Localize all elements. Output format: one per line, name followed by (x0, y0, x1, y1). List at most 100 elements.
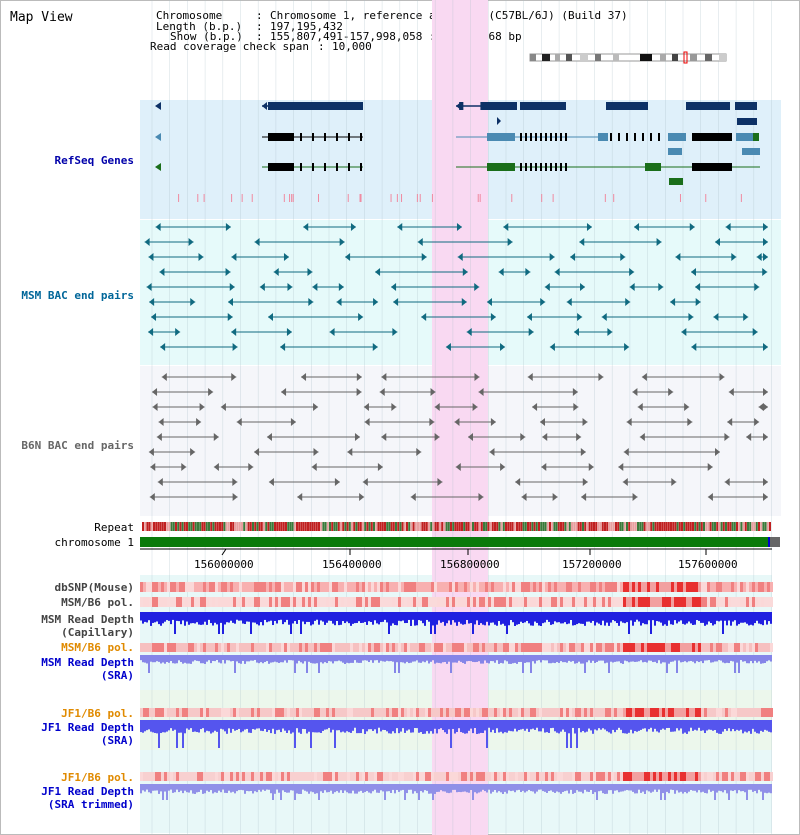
repeat-mark (562, 522, 565, 531)
jf1-pol2-heat (191, 772, 194, 781)
jf1-pol-heat (293, 708, 296, 717)
track-label-dbsnp[interactable]: dbSNP(Mouse) (54, 581, 134, 594)
msm-depth-cap-bar (196, 612, 198, 623)
msm-depth-cap-bar (356, 612, 358, 623)
dbsnp-heat (758, 582, 761, 592)
jf1-trim-bar (276, 784, 278, 790)
dbsnp-heat (563, 582, 566, 592)
jf1-pol2-heat (755, 772, 758, 781)
repeat-mark (456, 522, 459, 531)
jf1-trim-bar (390, 784, 392, 793)
gene-row2-exon (268, 133, 294, 141)
jf1-trim-bar (482, 784, 484, 790)
repeat-mark (406, 522, 408, 531)
msm-depth-cap-bar (142, 612, 144, 624)
jf1-trim-bar (746, 784, 748, 800)
jf1-depth-bar (220, 720, 222, 729)
jf1-depth-bar (634, 720, 636, 732)
jf1-depth-bar (298, 720, 300, 733)
msm-pol-heat (746, 597, 749, 607)
track-label-refseq[interactable]: RefSeq Genes (54, 154, 134, 167)
jf1-trim-bar (454, 784, 456, 790)
jf1-pol-heat (290, 708, 293, 717)
msm-depth-cap-bar (230, 612, 232, 621)
track-label-msm-b6-pol[interactable]: MSM/B6 pol. (61, 596, 134, 609)
msm-pol2-heat (518, 643, 521, 652)
jf1-pol2-heat (218, 772, 221, 781)
msm-pair-end (540, 298, 546, 306)
b6n-pair-end (714, 448, 720, 456)
track-label-jf1-b6-pol-2[interactable]: JF1/B6 pol. (61, 771, 134, 784)
msm-depth-sra-bar (272, 655, 274, 663)
jf1-trim-bar (262, 784, 264, 790)
msm-depth-cap-bar (216, 612, 218, 625)
msm-depth-cap-bar (524, 612, 526, 623)
jf1-depth-bar (250, 720, 252, 733)
msm-pol2-heat (380, 643, 383, 652)
dbsnp-heat (590, 582, 593, 592)
repeat-mark (619, 522, 622, 531)
gene-row2-exon (348, 133, 350, 141)
jf1-depth-bar (210, 720, 212, 734)
msm-depth-cap-bar (760, 612, 762, 625)
msm-pol-heat (446, 597, 449, 607)
jf1-pol-heat (524, 708, 527, 717)
jf1-trim-bar (150, 784, 152, 794)
msm-depth-sra-bar (216, 655, 218, 660)
msm-depth-sra-bar (288, 655, 290, 661)
jf1-pol2-heat (716, 772, 719, 781)
gene-row3-teal (668, 148, 682, 155)
jf1-pol-heat (458, 708, 461, 717)
track-label-msm-depth-sra[interactable]: MSM Read Depth (41, 656, 134, 669)
msm-depth-sra-bar (630, 655, 632, 662)
msm-pol2-heat (239, 643, 242, 652)
jf1-pol2-heat (317, 772, 320, 781)
jf1-depth-bar (150, 720, 152, 732)
track-label-msm-depth-cap[interactable]: MSM Read Depth (41, 613, 134, 626)
jf1-trim-bar (374, 784, 376, 790)
jf1-trim-bar (756, 784, 758, 794)
jf1-pol2-heat (758, 772, 761, 781)
jf1-pol2-heat (164, 772, 167, 781)
jf1-pol-heat (545, 708, 548, 717)
msm-pair-end (159, 268, 165, 276)
msm-depth-cap-bar (724, 612, 726, 621)
ideogram (530, 54, 726, 61)
msm-pol-heat (560, 597, 563, 607)
jf1-depth-bar (734, 720, 736, 732)
track-label-msm-b6-pol-2[interactable]: MSM/B6 pol. (61, 641, 134, 654)
jf1-trim-bar (566, 784, 568, 791)
jf1-trim-bar (164, 784, 166, 792)
dbsnp-heat (278, 582, 281, 592)
jf1-trim-bar (586, 784, 588, 792)
track-label-msm-bac[interactable]: MSM BAC end pairs (21, 289, 134, 302)
jf1-depth-bar (592, 720, 594, 734)
jf1-pol-heat (446, 708, 449, 717)
jf1-depth-bar (632, 720, 634, 734)
jf1-depth-bar (278, 720, 280, 730)
track-label-jf1-b6-pol[interactable]: JF1/B6 pol. (61, 707, 134, 720)
msm-pol-heat (713, 597, 716, 607)
jf1-depth-bar (608, 720, 610, 733)
repeat-mark (648, 522, 650, 531)
repeat-mark (155, 522, 158, 531)
jf1-trim-bar (426, 784, 428, 791)
msm-depth-sra-bar (160, 655, 162, 664)
track-label-jf1-depth[interactable]: JF1 Read Depth (41, 721, 134, 734)
msm-pol2-heat (266, 643, 269, 652)
track-label-jf1-trim[interactable]: JF1 Read Depth (41, 785, 134, 798)
jf1-depth-bar (600, 720, 602, 730)
jf1-trim-bar (680, 784, 682, 792)
jf1-pol-heat (557, 708, 560, 717)
track-label-b6n-bac[interactable]: B6N BAC end pairs (21, 439, 134, 452)
jf1-pol2-heat (296, 772, 299, 781)
jf1-pol-heat (623, 708, 626, 717)
jf1-trim-bar (616, 784, 618, 791)
msm-depth-sra-bar (232, 655, 234, 661)
msm-depth-cap-bar (604, 612, 606, 626)
jf1-pol2-heat (722, 772, 725, 781)
jf1-pol-heat (698, 708, 701, 717)
repeat-mark (584, 522, 587, 531)
jf1-depth-bar (342, 720, 344, 732)
